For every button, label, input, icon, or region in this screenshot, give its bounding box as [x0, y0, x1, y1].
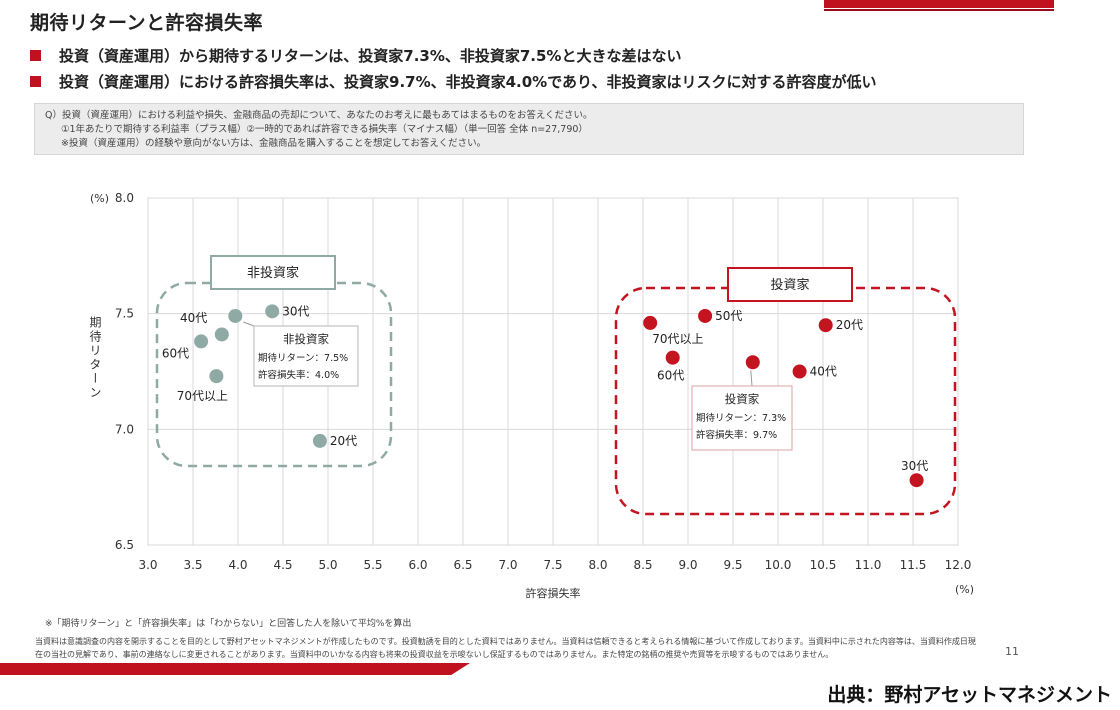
data-point	[818, 318, 833, 333]
y-tick-label: 8.0	[115, 191, 134, 205]
page-number: 11	[1005, 645, 1019, 658]
summary-callout-box	[253, 325, 359, 387]
point-label: 60代	[162, 346, 189, 360]
data-point	[643, 315, 658, 330]
x-tick-label: 7.5	[543, 558, 562, 572]
source-credit: 出典：野村アセットマネジメント	[827, 684, 1112, 706]
summary-title: 投資家	[725, 392, 760, 406]
point-label: 30代	[901, 459, 928, 473]
data-point	[214, 327, 229, 342]
x-tick-label: 6.0	[408, 558, 427, 572]
data-point	[665, 350, 680, 365]
disclaimer-line-2: 在の当社の見解であり、事前の連絡なしに変更されることがあります。当資料中のいかな…	[35, 650, 834, 659]
x-tick-label: 10.0	[765, 558, 792, 572]
disclaimer: 当資料は意識調査の内容を開示することを目的として野村アセットマネジメントが作成し…	[35, 635, 995, 661]
question-line-2: ①1年あたりで期待する利益率（プラス幅）②一時的であれば許容できる損失率（マイナ…	[61, 124, 588, 135]
bullet-2: 投資（資産運用）における許容損失率は、投資家9.7%、非投資家4.0%であり、非…	[30, 71, 876, 92]
x-tick-label: 10.5	[810, 558, 837, 572]
point-label: 40代	[810, 365, 837, 379]
summary-line: 期待リターン：7.3%	[696, 412, 786, 424]
group-tag-box	[210, 255, 336, 290]
point-label: 70代以上	[652, 332, 703, 346]
x-tick-label: 5.0	[318, 558, 337, 572]
data-point	[745, 355, 760, 370]
summary-line: 期待リターン：7.5%	[258, 352, 348, 364]
point-label: 20代	[836, 318, 863, 332]
x-tick-label: 6.5	[453, 558, 472, 572]
data-point	[265, 304, 280, 319]
data-point	[909, 473, 924, 488]
x-tick-label: 3.0	[138, 558, 157, 572]
data-point	[228, 308, 243, 323]
bottom-accent-bar	[0, 663, 470, 675]
x-tick-label: 11.0	[855, 558, 882, 572]
x-tick-label: 8.0	[588, 558, 607, 572]
summary-title: 非投資家	[283, 332, 329, 346]
x-axis-title: 許容損失率	[526, 586, 581, 600]
x-tick-label: 8.5	[633, 558, 652, 572]
question-line-3: ※投資（資産運用）の経験や意向がない方は、金融商品を購入することを想定してお答え…	[61, 138, 487, 149]
disclaimer-line-1: 当資料は意識調査の内容を開示することを目的として野村アセットマネジメントが作成し…	[35, 637, 976, 646]
x-tick-label: 4.0	[228, 558, 247, 572]
x-tick-label: 11.5	[900, 558, 927, 572]
x-tick-label: 4.5	[273, 558, 292, 572]
point-label: 70代以上	[177, 389, 228, 403]
point-label: 60代	[657, 369, 684, 383]
x-tick-label: 5.5	[363, 558, 382, 572]
x-tick-label: 9.5	[723, 558, 742, 572]
page-title: 期待リターンと許容損失率	[30, 12, 264, 34]
group-tag-box	[727, 267, 853, 302]
x-tick-label: 12.0	[945, 558, 972, 572]
group-tag-label: 非投資家	[247, 265, 299, 281]
callout-leader	[750, 370, 753, 387]
y-tick-label: 6.5	[115, 538, 134, 552]
bullet-1: 投資（資産運用）から期待するリターンは、投資家7.3%、非投資家7.5%と大きな…	[30, 45, 681, 66]
bullet-square-icon	[30, 76, 41, 87]
bullet-square-icon	[30, 50, 41, 61]
summary-callout-box	[691, 385, 793, 451]
callout-leader	[243, 321, 255, 327]
question-line-1: Q）投資（資産運用）における利益や損失、金融商品の売却について、あなたのお考えに…	[45, 110, 593, 121]
bullet-2-text: 投資（資産運用）における許容損失率は、投資家9.7%、非投資家4.0%であり、非…	[59, 73, 877, 91]
footnote: ※「期待リターン」と「許容損失率」は「わからない」と回答した人を除いて平均%を算…	[45, 619, 412, 629]
bullet-1-text: 投資（資産運用）から期待するリターンは、投資家7.3%、非投資家7.5%と大きな…	[59, 47, 682, 65]
point-label: 40代	[180, 311, 207, 325]
top-accent-line	[824, 9, 1054, 11]
point-label: 20代	[330, 434, 357, 448]
data-point	[312, 433, 327, 448]
x-unit-label: (%)	[955, 583, 974, 596]
data-point	[194, 334, 209, 349]
point-label: 30代	[282, 304, 309, 318]
x-tick-label: 9.0	[678, 558, 697, 572]
summary-line: 許容損失率：4.0%	[258, 369, 339, 381]
y-tick-label: 7.5	[115, 307, 134, 321]
data-point	[792, 364, 807, 379]
y-axis-title: 期待リターン	[88, 316, 102, 400]
question-box: Q）投資（資産運用）における利益や損失、金融商品の売却について、あなたのお考えに…	[34, 103, 1024, 155]
y-unit-label: (%)	[90, 192, 109, 205]
data-point	[209, 369, 224, 384]
summary-line: 許容損失率：9.7%	[696, 429, 777, 441]
x-tick-label: 3.5	[183, 558, 202, 572]
x-tick-label: 7.0	[498, 558, 517, 572]
data-point	[698, 308, 713, 323]
top-accent-bar	[824, 0, 1054, 8]
point-label: 50代	[715, 309, 742, 323]
group-tag-label: 投資家	[770, 277, 809, 293]
y-tick-label: 7.0	[115, 422, 134, 436]
